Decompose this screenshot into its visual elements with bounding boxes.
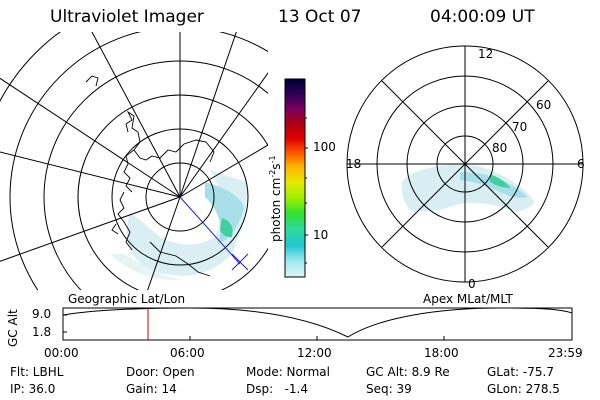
- observation-time: 04:00:09 UT: [430, 7, 535, 27]
- coastline: [85, 75, 215, 277]
- colorbar-tick-100: 100: [313, 140, 336, 154]
- colorbar-unit-label: photon cm-2s-1: [268, 155, 283, 242]
- colorbar-unit-sup2: -1: [268, 155, 277, 164]
- timeline-xtick-0000: 00:00: [44, 346, 79, 360]
- apex-aurora-emission: [401, 164, 535, 212]
- info-mode: Mode: Normal: [246, 365, 330, 379]
- app-title: Ultraviolet Imager: [50, 7, 204, 27]
- mlt-label-18: 18: [346, 157, 362, 171]
- info-gc-alt: GC Alt: 8.9 Re: [366, 365, 450, 379]
- mlat-label-70: 70: [512, 120, 528, 134]
- timeline-xtick-0600: 06:00: [170, 346, 205, 360]
- info-seq: Seq: 39: [366, 382, 412, 396]
- apex-polar-plot: [346, 45, 584, 283]
- geographic-map: [0, 32, 268, 290]
- geographic-aurora-emission: [110, 170, 247, 281]
- mlt-label-0: 0: [468, 277, 476, 291]
- timeline-ylabel: GC Alt: [6, 309, 20, 347]
- colorbar-unit-text: photon cm: [269, 177, 283, 242]
- geographic-panel-label: Geographic Lat/Lon: [68, 292, 186, 306]
- timeline-xtick-2359: 23:59: [548, 346, 583, 360]
- info-gain: Gain: 14: [126, 382, 177, 396]
- colorbar: [284, 78, 308, 278]
- info-ip: IP: 36.0: [10, 382, 56, 396]
- gc-altitude-timeline: [62, 307, 573, 341]
- apex-panel-label: Apex MLat/MLT: [423, 292, 513, 306]
- colorbar-unit-s: s: [269, 163, 283, 170]
- mlt-label-6: 6: [577, 157, 585, 171]
- mlat-label-80: 80: [492, 141, 508, 155]
- timeline-xtick-1200: 12:00: [297, 346, 332, 360]
- info-filter: Flt: LBHL: [10, 365, 64, 379]
- timeline-ytick-bottom: 1.8: [32, 325, 52, 339]
- timeline-xtick-1800: 18:00: [424, 346, 459, 360]
- colorbar-tick-10: 10: [313, 228, 329, 242]
- colorbar-unit-sup1: -2: [268, 169, 277, 178]
- info-dsp: Dsp: -1.4: [246, 382, 309, 396]
- observation-date: 13 Oct 07: [278, 7, 362, 27]
- info-glat: GLat: -75.7: [487, 365, 554, 379]
- timeline-ytick-top: 9.0: [32, 307, 52, 321]
- mlat-label-60: 60: [536, 98, 552, 112]
- mlt-label-12: 12: [478, 47, 494, 61]
- info-door: Door: Open: [126, 365, 195, 379]
- info-glon: GLon: 278.5: [487, 382, 560, 396]
